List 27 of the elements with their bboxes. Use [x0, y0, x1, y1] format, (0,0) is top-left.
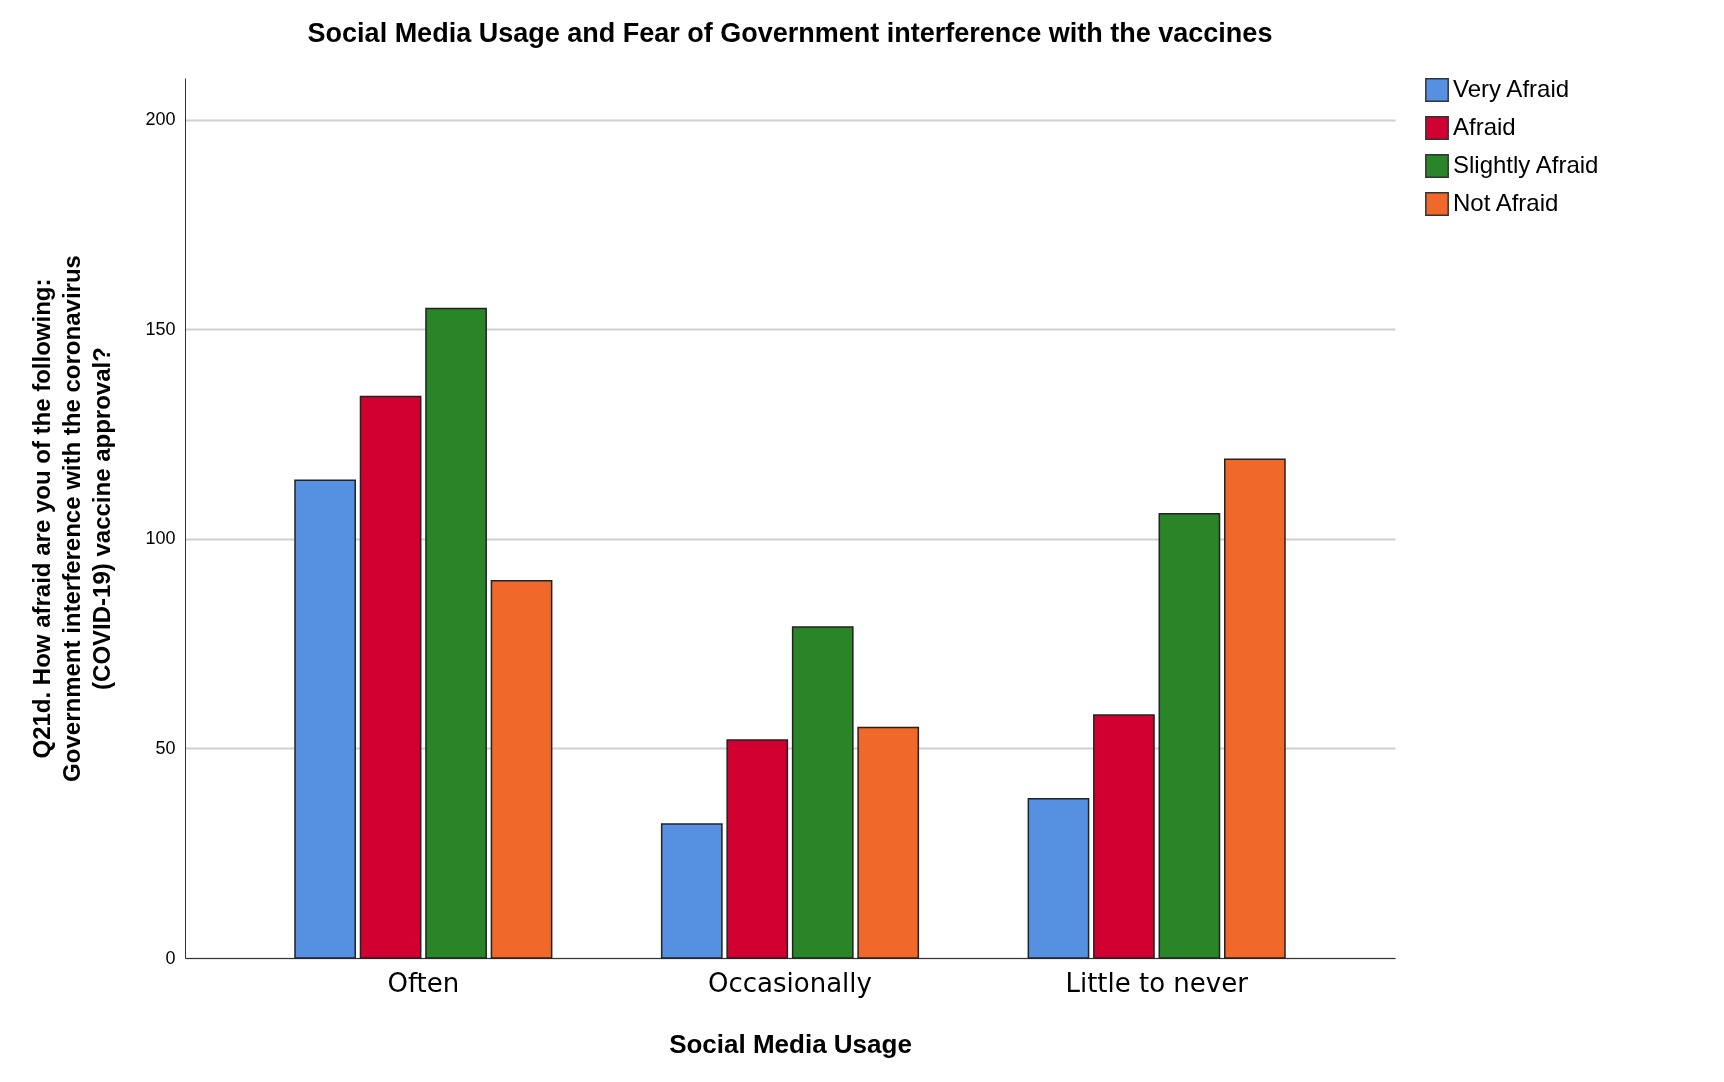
legend-label: Slightly Afraid: [1453, 151, 1599, 178]
bar: [1158, 513, 1221, 959]
bar: [1224, 458, 1286, 959]
bar: [425, 307, 487, 959]
legend-label: Afraid: [1453, 113, 1516, 140]
y-tick-label: 200: [145, 109, 176, 130]
x-tick-label: Little to never: [1065, 967, 1249, 998]
bar: [294, 479, 356, 959]
bar: [660, 823, 723, 959]
y-tick-label: 0: [165, 947, 176, 968]
bar: [1093, 714, 1155, 959]
bar: [726, 739, 789, 959]
bar: [490, 580, 553, 959]
y-tick-label: 100: [145, 528, 176, 549]
y-tick-label: 150: [145, 318, 176, 339]
y-tick-label: 50: [155, 737, 176, 758]
bar: [857, 726, 920, 959]
legend-label: Very Afraid: [1453, 75, 1570, 102]
y-axis-title: Q21d. How afraid are you of the following: Government interference with the coronavirus (COVID-19) vaccine approval?: [28, 255, 116, 782]
chart-title: Social Media Usage and Fear of Government interference with the vaccines: [307, 18, 1273, 48]
x-axis-title: Social Media Usage: [669, 1028, 912, 1059]
x-tick-label: Often: [387, 967, 460, 998]
bar: [359, 395, 422, 959]
bar: [791, 626, 854, 959]
legend-label: Not Afraid: [1453, 189, 1559, 216]
bar: [1027, 798, 1090, 959]
x-tick-label: Occasionally: [708, 967, 872, 998]
